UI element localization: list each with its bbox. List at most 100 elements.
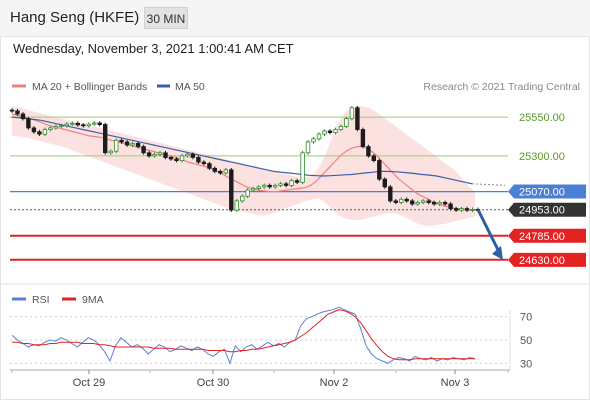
candle-body — [355, 107, 360, 130]
candle-body — [283, 183, 289, 186]
chart-header: Hang Seng (HKFE) 30 MIN — [0, 0, 590, 37]
candle-body — [37, 131, 42, 135]
candle-body — [442, 201, 448, 205]
candle-body — [20, 113, 26, 120]
candle-body — [141, 146, 146, 154]
candle-body — [92, 122, 97, 125]
candle-body — [179, 155, 185, 161]
candle-body — [289, 180, 294, 186]
candle-body — [420, 200, 426, 203]
x-axis-ticks: Oct 29 Oct 30 Nov 2 Nov 3 — [11, 370, 509, 389]
candle-body — [278, 183, 283, 186]
candle-body — [398, 198, 404, 203]
candle-body — [190, 153, 196, 158]
candle-body — [431, 201, 437, 205]
candle-body — [448, 203, 453, 210]
resistance-label-1: 25550.00 — [519, 112, 565, 124]
candle-body — [256, 186, 261, 189]
candle-body — [70, 122, 75, 125]
resistance-label-2: 25300.00 — [519, 151, 565, 163]
candle-body — [81, 124, 86, 127]
candle-body — [42, 129, 48, 135]
candle-body — [229, 169, 234, 211]
candle-body — [218, 170, 223, 174]
bollinger-bands — [12, 106, 475, 226]
candle-body — [207, 163, 212, 169]
support-label-2-bg — [508, 252, 586, 267]
support-label-1-text: 24785.00 — [519, 231, 565, 243]
rsi-legend-label: RSI — [32, 294, 50, 306]
candle-body — [196, 156, 201, 163]
forecast-arrow-shaft — [476, 209, 502, 255]
rsi-panel: 70 50 30 — [10, 306, 532, 370]
support-label-1-bg — [508, 228, 586, 243]
ma20-legend-label: MA 20 + Bollinger Bands — [32, 81, 147, 93]
ma9-legend-label: 9MA — [82, 294, 104, 306]
current-price-label-text: 24953.00 — [519, 205, 565, 217]
x-tick-label: Oct 29 — [73, 377, 105, 389]
x-tick-label: Nov 3 — [441, 377, 470, 389]
pivot-label-text: 25070.00 — [519, 187, 565, 199]
pivot-label-bg — [508, 184, 586, 199]
candle-body — [64, 123, 69, 127]
candle-body — [382, 178, 387, 188]
candle-body — [124, 141, 130, 146]
rsi-line — [11, 306, 476, 365]
candle-body — [305, 141, 311, 154]
candle-body — [464, 208, 470, 211]
candle-body — [349, 107, 355, 120]
candle-body — [146, 152, 152, 157]
candle-body — [9, 109, 15, 112]
candle-body — [415, 201, 420, 205]
candle-body — [223, 169, 228, 174]
candle-body — [426, 200, 431, 203]
candle-body — [48, 127, 53, 130]
datetime-label: Wednesday, November 3, 2021 1:00:41 AM C… — [13, 41, 294, 56]
candle-body — [59, 125, 64, 127]
candle-body — [97, 122, 102, 126]
candle-body — [272, 184, 278, 188]
current-price-label-bg — [508, 202, 586, 217]
candle-body — [168, 156, 174, 160]
candle-body — [86, 123, 91, 127]
rsi-tick-label: 30 — [520, 358, 532, 370]
x-tick-label: Nov 2 — [320, 377, 349, 389]
candle-body — [15, 110, 20, 115]
candle-body — [366, 146, 371, 157]
candle-body — [344, 118, 349, 127]
bollinger-band-area — [12, 106, 475, 226]
candle-body — [245, 189, 250, 197]
candle-body — [53, 126, 59, 129]
forecast-arrow-head — [492, 245, 503, 260]
candle-body — [26, 118, 31, 129]
candle-body — [152, 153, 157, 157]
moving-averages — [11, 113, 506, 211]
candle-body — [114, 139, 119, 152]
candle-body — [174, 158, 179, 162]
ma50-legend-label: MA 50 — [175, 81, 205, 93]
ma50-line — [11, 116, 473, 185]
candle-body — [75, 122, 80, 126]
ma20-line — [11, 113, 476, 211]
candle-body — [316, 133, 322, 140]
candle-body — [404, 198, 409, 202]
candle-body — [185, 153, 190, 157]
x-tick-label: Oct 30 — [197, 377, 229, 389]
timeframe-button[interactable]: 30 MIN — [144, 7, 188, 29]
candle-body — [250, 187, 256, 191]
candle-body — [393, 200, 398, 203]
candle-body — [163, 152, 168, 158]
candle-body — [338, 126, 344, 130]
candle-body — [130, 142, 135, 146]
candle-body — [234, 200, 239, 211]
candle-body — [409, 200, 415, 205]
candle-body — [261, 184, 267, 188]
candle-body — [437, 201, 442, 205]
candle-body — [470, 208, 475, 211]
candle-body — [300, 152, 305, 183]
candle-body — [135, 142, 141, 147]
candle-body — [212, 167, 217, 172]
candle-body — [377, 160, 382, 180]
level-labels: 25550.00 25300.00 25070.00 24953.00 24785.00… — [476, 112, 586, 267]
